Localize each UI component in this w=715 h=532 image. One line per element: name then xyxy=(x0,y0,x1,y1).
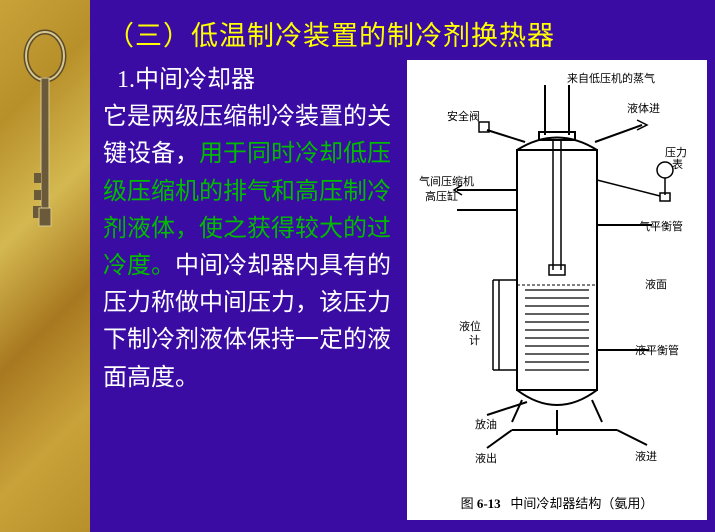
body-text: 1.中间冷却器 它是两级压缩制冷装置的关键设备，用于同时冷却低压级压缩机的排气和… xyxy=(103,62,395,397)
figure-panel: 来自低压机的蒸气 安全阀 液体进 压力 表 气间压缩机 高压缸 气平衡管 液面 … xyxy=(407,60,707,520)
label-compressor: 气间压缩机 xyxy=(419,174,474,188)
label-balance: 气平衡管 xyxy=(639,219,683,233)
intercooler-diagram: 来自低压机的蒸气 安全阀 液体进 压力 表 气间压缩机 高压缸 气平衡管 液面 … xyxy=(417,70,697,480)
figure-caption: 图 6-13 中间冷却器结构（氨用） xyxy=(407,493,707,512)
label-safety: 安全阀 xyxy=(447,109,480,123)
caption-num: 6-13 xyxy=(477,496,501,511)
key-icon xyxy=(22,28,68,248)
label-hp-cyl: 高压缸 xyxy=(425,189,458,203)
label-liquid-in: 液体进 xyxy=(627,101,660,115)
label-top: 来自低压机的蒸气 xyxy=(567,71,655,85)
slide-content: （三）低温制冷装置的制冷剂换热器 1.中间冷却器 它是两级压缩制冷装置的关键设备… xyxy=(95,0,715,532)
caption-text: 中间冷却器结构（氨用） xyxy=(510,496,653,511)
label-liquid-in2: 液进 xyxy=(635,449,657,463)
sidebar-texture xyxy=(0,0,90,532)
label-gauge-2: 表 xyxy=(672,157,683,171)
label-liquid-level: 液面 xyxy=(645,277,667,291)
label-drain: 放油 xyxy=(475,417,497,431)
section-subtitle: 1.中间冷却器 xyxy=(117,62,395,99)
caption-prefix: 图 xyxy=(461,496,474,511)
label-gauge-1: 压力 xyxy=(665,146,687,159)
label-level-gauge-1: 液位 xyxy=(459,319,481,333)
label-level-gauge-2: 计 xyxy=(469,334,480,347)
label-balance2: 液平衡管 xyxy=(635,343,679,357)
slide-title: （三）低温制冷装置的制冷剂换热器 xyxy=(107,14,555,53)
label-liquid-out: 液出 xyxy=(475,451,497,465)
